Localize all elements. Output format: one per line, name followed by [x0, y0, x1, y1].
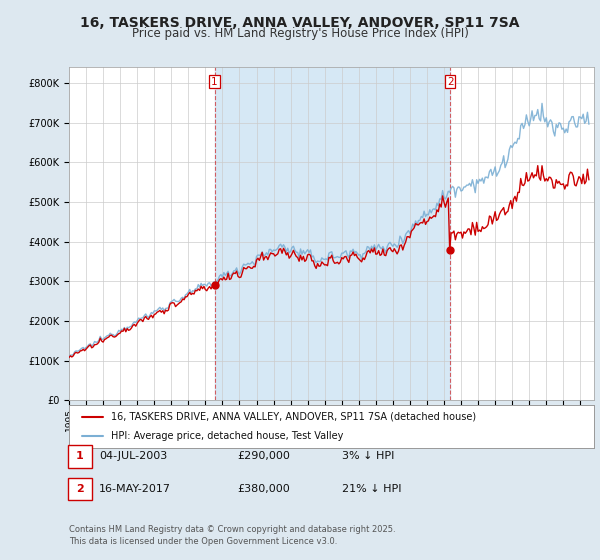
Text: 2: 2	[76, 484, 83, 494]
Text: 1: 1	[211, 77, 218, 87]
Text: Price paid vs. HM Land Registry's House Price Index (HPI): Price paid vs. HM Land Registry's House …	[131, 27, 469, 40]
Text: 21% ↓ HPI: 21% ↓ HPI	[342, 484, 401, 494]
Text: 16, TASKERS DRIVE, ANNA VALLEY, ANDOVER, SP11 7SA: 16, TASKERS DRIVE, ANNA VALLEY, ANDOVER,…	[80, 16, 520, 30]
Text: 3% ↓ HPI: 3% ↓ HPI	[342, 451, 394, 461]
Bar	[215, 67, 451, 400]
Text: 1: 1	[76, 451, 83, 461]
Text: £380,000: £380,000	[237, 484, 290, 494]
Text: £290,000: £290,000	[237, 451, 290, 461]
Text: Contains HM Land Registry data © Crown copyright and database right 2025.
This d: Contains HM Land Registry data © Crown c…	[69, 525, 395, 546]
Text: 04-JUL-2003: 04-JUL-2003	[99, 451, 167, 461]
Text: 2: 2	[447, 77, 454, 87]
Text: HPI: Average price, detached house, Test Valley: HPI: Average price, detached house, Test…	[111, 431, 343, 441]
Text: 16-MAY-2017: 16-MAY-2017	[99, 484, 171, 494]
Text: 16, TASKERS DRIVE, ANNA VALLEY, ANDOVER, SP11 7SA (detached house): 16, TASKERS DRIVE, ANNA VALLEY, ANDOVER,…	[111, 412, 476, 422]
